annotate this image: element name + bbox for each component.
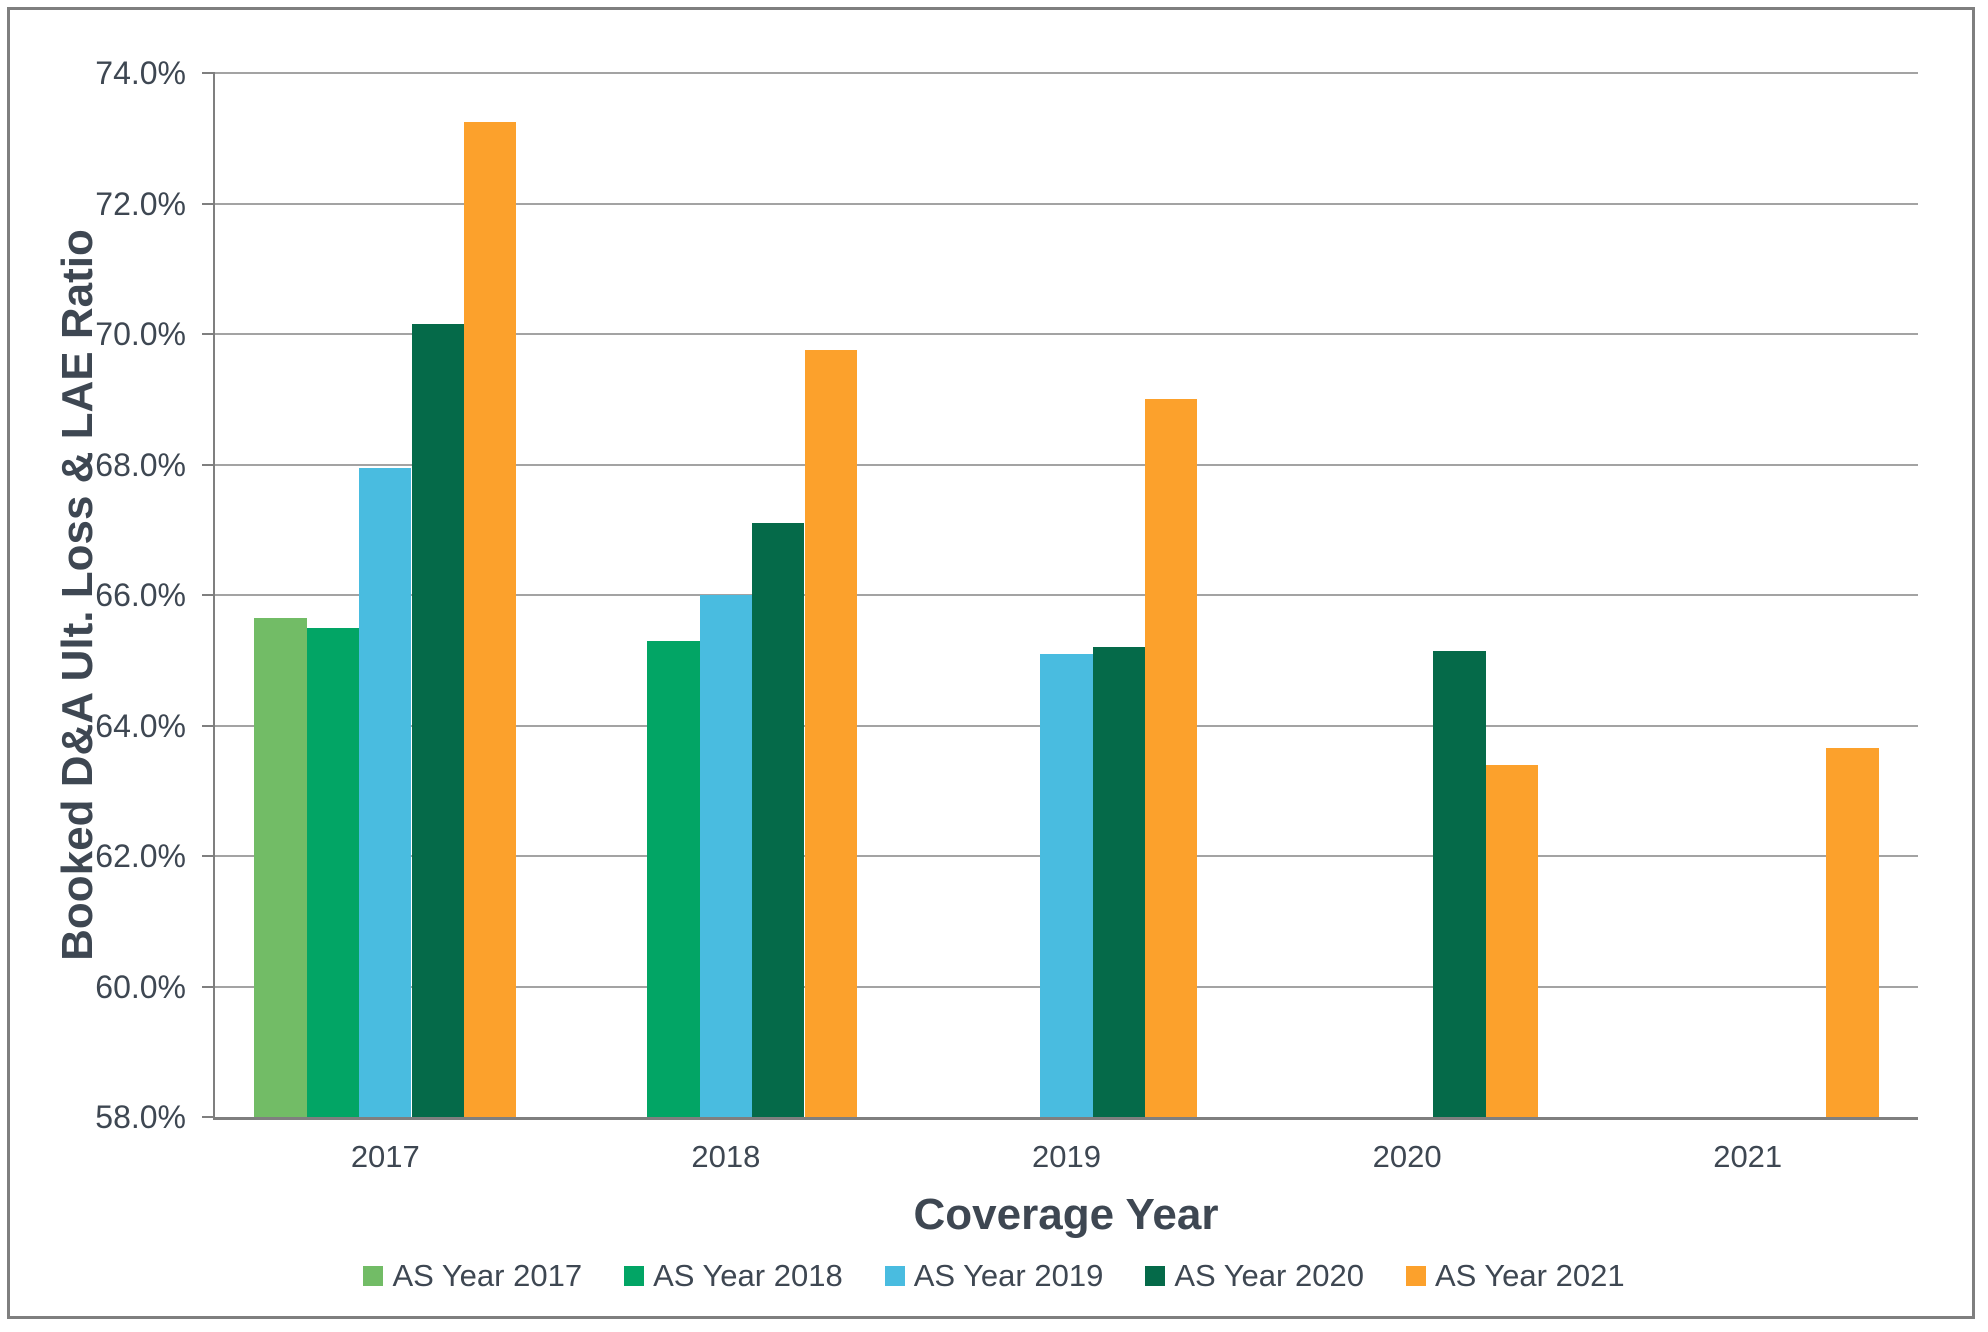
legend-item-as-year-2020: AS Year 2020 (1145, 1258, 1364, 1294)
bar-as-year-2021-2017 (463, 121, 517, 1117)
bar-as-year-2020-2018 (752, 523, 805, 1117)
legend-label: AS Year 2017 (392, 1258, 583, 1293)
legend-item-as-year-2017: AS Year 2017 (363, 1258, 582, 1294)
bar-as-year-2018-2018 (647, 640, 700, 1117)
gridline-68.0 (215, 464, 1918, 466)
x-tick-label-2020: 2020 (1372, 1139, 1442, 1174)
y-axis-tick (202, 1116, 215, 1118)
bar-as-year-2020-2020 (1433, 650, 1486, 1117)
x-tick-label-2017: 2017 (350, 1139, 420, 1174)
bar-as-year-2019-2017 (359, 467, 412, 1117)
legend-label: AS Year 2021 (1434, 1258, 1625, 1293)
y-tick-label: 66.0% (95, 577, 186, 613)
y-tick-label: 68.0% (95, 447, 186, 483)
bar-as-year-2020-2019 (1092, 647, 1146, 1117)
y-axis-tick (202, 986, 215, 988)
y-axis-tick (202, 725, 215, 727)
y-axis-tick (202, 464, 215, 466)
legend-item-as-year-2019: AS Year 2019 (884, 1258, 1104, 1294)
y-tick-label: 64.0% (95, 708, 186, 744)
x-tick-label-2021: 2021 (1713, 1139, 1783, 1174)
bar-as-year-2021-2021 (1826, 748, 1879, 1117)
y-axis-tick (202, 72, 215, 74)
bar-as-year-2021-2019 (1145, 399, 1198, 1118)
bar-as-year-2021-2020 (1485, 764, 1539, 1117)
legend-swatch-icon (1145, 1266, 1166, 1286)
gridline-70.0 (215, 333, 1918, 335)
x-tick-label-2018: 2018 (691, 1139, 761, 1174)
x-tick-label-2019: 2019 (1032, 1139, 1101, 1174)
gridline-72.0 (215, 203, 1918, 205)
bar-as-year-2019-2019 (1040, 653, 1093, 1117)
legend-swatch-icon (884, 1266, 905, 1286)
legend-swatch-icon (1405, 1266, 1426, 1286)
y-axis-tick (202, 203, 215, 205)
x-axis-title: Coverage Year (913, 1190, 1219, 1239)
legend-item-as-year-2018: AS Year 2018 (624, 1258, 843, 1294)
bar-as-year-2021-2018 (804, 350, 857, 1117)
bar-as-year-2020-2017 (411, 324, 464, 1117)
legend: AS Year 2017 AS Year 2018 AS Year 2019 AS Y… (0, 1258, 1988, 1294)
y-tick-label: 74.0% (95, 55, 186, 91)
y-tick-label: 62.0% (95, 838, 186, 874)
legend-label: AS Year 2020 (1174, 1258, 1364, 1293)
legend-label: AS Year 2018 (653, 1258, 843, 1293)
legend-label: AS Year 2019 (913, 1258, 1104, 1293)
y-axis-tick (202, 855, 215, 857)
bar-as-year-2019-2018 (699, 595, 753, 1117)
legend-item-as-year-2021: AS Year 2021 (1405, 1258, 1625, 1294)
x-axis-line (213, 1117, 1918, 1120)
gridline-74.0 (215, 72, 1918, 74)
bar-as-year-2018-2017 (306, 627, 360, 1117)
y-tick-label: 58.0% (95, 1099, 186, 1135)
bar-as-year-2017-2017 (254, 617, 307, 1117)
y-axis-tick (202, 333, 215, 335)
legend-swatch-icon (363, 1266, 384, 1286)
legend-swatch-icon (624, 1266, 645, 1286)
y-tick-label: 72.0% (95, 186, 186, 222)
y-axis-line (213, 73, 215, 1119)
gridline-66.0 (215, 594, 1918, 596)
y-tick-label: 70.0% (95, 316, 186, 352)
y-axis-tick (202, 594, 215, 596)
y-tick-label: 60.0% (95, 969, 186, 1005)
